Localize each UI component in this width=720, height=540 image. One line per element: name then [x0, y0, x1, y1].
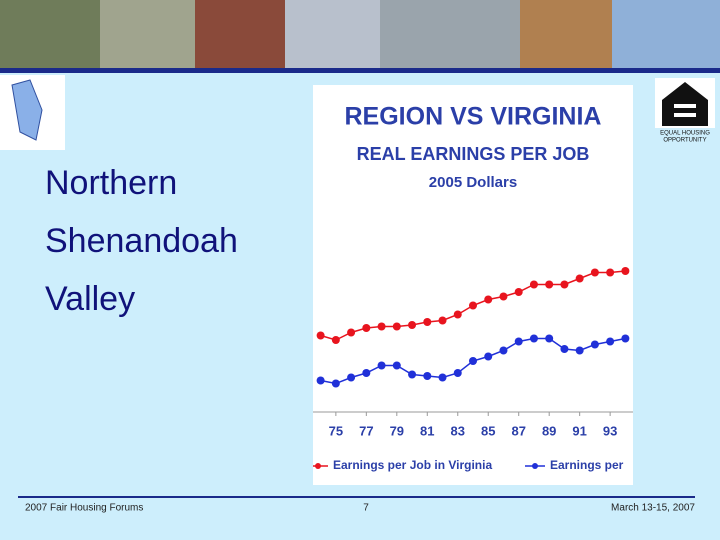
data-point [377, 322, 386, 331]
chart-title: REGION VS VIRGINIA [345, 103, 602, 131]
data-point [316, 376, 325, 385]
data-point [606, 268, 615, 277]
data-point [392, 361, 401, 370]
logo: EQUAL HOUSING OPPORTUNITY [655, 78, 715, 144]
data-point [438, 373, 447, 382]
x-tick-label: 79 [390, 423, 404, 438]
data-point [499, 346, 508, 355]
data-point [560, 280, 569, 289]
data-point [529, 334, 538, 343]
data-point [347, 328, 356, 337]
data-point [331, 336, 340, 344]
data-point [560, 345, 569, 353]
data-point [590, 340, 599, 349]
legend-marker [532, 463, 538, 469]
data-point [514, 288, 523, 296]
data-point [484, 352, 493, 361]
data-point [514, 337, 523, 346]
chart-subtitle: 2005 Dollars [429, 174, 517, 191]
x-tick-label: 77 [359, 423, 373, 438]
logo-text: EQUAL HOUSING [660, 131, 710, 137]
data-point [606, 337, 615, 346]
chart: REGION VS VIRGINIA REAL EARNINGS PER JOB… [313, 103, 633, 472]
x-tick-label: 85 [481, 423, 495, 438]
data-point [377, 361, 386, 370]
x-tick-label: 89 [542, 423, 556, 438]
data-point [575, 346, 584, 355]
slide-title: Shenandoah [45, 222, 238, 260]
data-point [545, 280, 554, 289]
chart-subtitle: REAL EARNINGS PER JOB [357, 144, 590, 164]
data-point [529, 280, 538, 289]
footer-right: March 13-15, 2007 [611, 503, 695, 514]
x-tick-label: 75 [329, 423, 343, 438]
data-point [499, 292, 508, 301]
data-point [316, 331, 325, 340]
data-point [484, 295, 493, 304]
chart-panel [313, 85, 633, 485]
data-point [362, 324, 371, 332]
photo-strip [0, 0, 720, 73]
data-point [347, 373, 356, 382]
x-tick-label: 91 [572, 423, 586, 438]
x-tick-label: 87 [511, 423, 525, 438]
data-point [621, 267, 630, 275]
slide-title: Valley [45, 280, 135, 318]
x-tick-label: 83 [451, 423, 465, 438]
logo-text: OPPORTUNITY [663, 138, 706, 144]
map-icon [0, 75, 65, 150]
data-point [453, 310, 462, 319]
data-point [331, 379, 340, 388]
data-point [392, 322, 401, 331]
data-point [408, 321, 417, 329]
footer-page: 7 [363, 503, 369, 514]
data-point [469, 301, 477, 310]
data-point [423, 372, 432, 380]
data-point [408, 370, 417, 379]
data-point [362, 369, 371, 377]
footer-left: 2007 Fair Housing Forums [25, 503, 143, 514]
data-point [438, 316, 447, 325]
data-point [590, 268, 599, 277]
legend-marker [315, 463, 321, 469]
x-tick-label: 81 [420, 423, 434, 438]
data-point [545, 334, 554, 343]
data-point [469, 357, 477, 365]
data-point [453, 369, 462, 377]
slide-title: Northern [45, 164, 177, 202]
x-tick-label: 93 [603, 423, 617, 438]
data-point [575, 274, 584, 283]
legend-label: Earnings per Job in Virginia [333, 458, 492, 472]
legend-label: Earnings per [550, 458, 624, 472]
data-point [423, 318, 432, 326]
data-point [621, 334, 630, 343]
